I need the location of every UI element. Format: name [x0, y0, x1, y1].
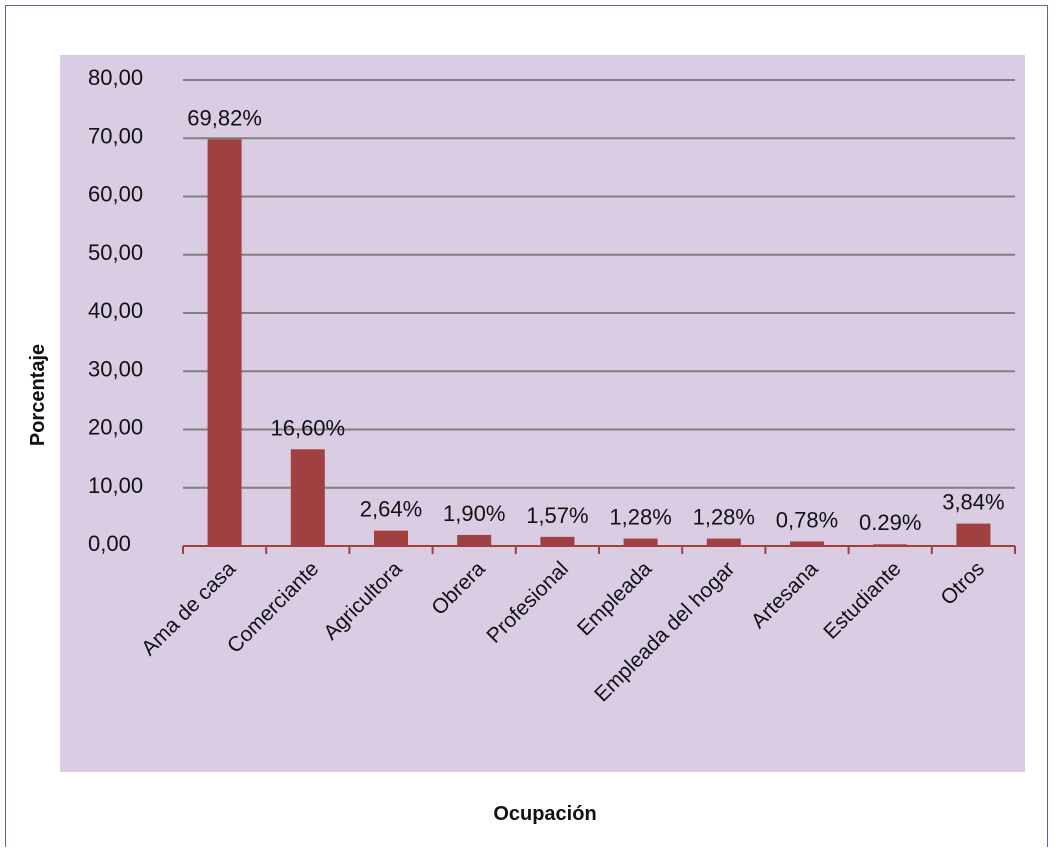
data-label: 1,57%: [526, 503, 588, 528]
data-label: 69,82%: [187, 105, 262, 130]
bar: [540, 536, 575, 546]
bars: [207, 139, 991, 546]
y-tick-labels: 0,00 10,00 20,00 30,00 40,00 50,00 60,00 70,00 8…: [88, 65, 143, 556]
y-tick-label: 20,00: [88, 415, 143, 440]
data-label: 2,64%: [360, 497, 422, 522]
y-tick-label: 0,00: [88, 531, 131, 556]
plot-area: [60, 55, 1025, 772]
data-label: 3,84%: [942, 490, 1004, 515]
bar: [290, 449, 325, 546]
y-tick-label: 80,00: [88, 65, 143, 90]
y-tick-label: 40,00: [88, 298, 143, 323]
chart-frame: [5, 5, 1048, 847]
x-axis-title: Ocupación: [493, 803, 596, 825]
bar: [706, 538, 741, 546]
y-tick-label: 50,00: [88, 240, 143, 265]
data-labels: 69,82% 16,60% 2,64% 1,90% 1,57% 1,28% 1,28% 0,7…: [187, 105, 1004, 535]
y-tick-label: 60,00: [88, 182, 143, 207]
bar: [374, 530, 408, 546]
bar: [956, 523, 991, 546]
bar: [623, 538, 658, 546]
y-tick-label: 10,00: [88, 473, 143, 498]
y-tick-label: 70,00: [88, 123, 143, 148]
x-axis: [182, 545, 1016, 554]
bar: [207, 139, 242, 546]
data-label: 0.29%: [859, 510, 921, 535]
data-label: 1,28%: [693, 505, 755, 530]
data-label: 0,78%: [776, 507, 838, 532]
data-label: 16,60%: [270, 415, 345, 440]
y-axis-title: Porcentaje: [27, 344, 49, 446]
bar: [457, 534, 492, 546]
bar: [790, 541, 824, 546]
data-label: 1,28%: [609, 505, 671, 530]
data-label: 1,90%: [443, 501, 505, 526]
y-tick-label: 30,00: [88, 356, 143, 381]
